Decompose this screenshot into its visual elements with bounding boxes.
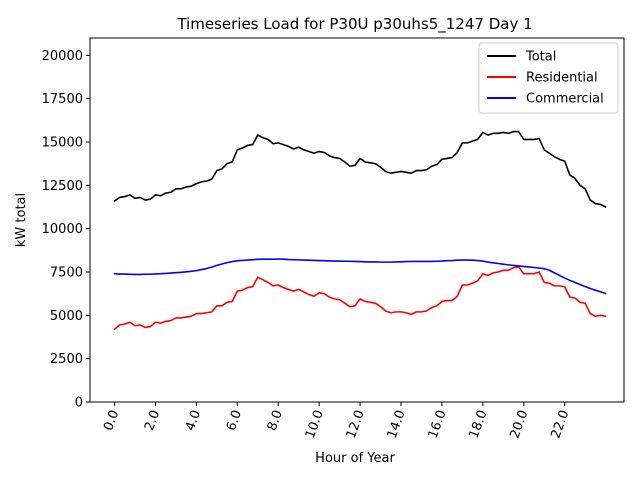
x-tick-label: 22.0 bbox=[548, 408, 572, 440]
x-tick-label: 0.0 bbox=[101, 408, 122, 433]
x-tick-label: 2.0 bbox=[142, 408, 163, 433]
series-lines bbox=[113, 130, 607, 331]
y-tick-label: 7500 bbox=[50, 266, 83, 281]
x-tick-label: 6.0 bbox=[224, 408, 245, 433]
y-axis-title: kW total bbox=[14, 193, 29, 247]
legend: Total Residential Commercial bbox=[478, 42, 619, 114]
x-tick-label: 4.0 bbox=[183, 408, 204, 433]
series-line-total bbox=[113, 130, 607, 208]
legend-frame bbox=[478, 42, 619, 114]
y-tick-label: 20000 bbox=[42, 49, 83, 64]
x-tick-label: 16.0 bbox=[426, 408, 450, 440]
series-line-residential bbox=[113, 265, 607, 331]
x-tick-label: 10.0 bbox=[303, 408, 327, 440]
y-tick-label: 5000 bbox=[50, 309, 83, 324]
x-tick-label: 20.0 bbox=[508, 408, 532, 440]
y-tick-label: 15000 bbox=[42, 136, 83, 151]
y-tick-label: 2500 bbox=[50, 352, 83, 367]
x-tick-label: 8.0 bbox=[265, 408, 286, 433]
plot-area bbox=[89, 37, 625, 403]
legend-label-commercial: Commercial bbox=[526, 92, 604, 107]
legend-label-total: Total bbox=[525, 50, 556, 65]
x-axis-title: Hour of Year bbox=[315, 451, 395, 466]
y-axis: 0 2500 5000 7500 10000 12500 15000 17500 20000 bbox=[42, 49, 90, 411]
y-tick-label: 0 bbox=[75, 396, 83, 411]
y-tick-label: 10000 bbox=[42, 222, 83, 237]
x-axis: 0.0 2.0 4.0 6.0 8.0 10.0 12.0 14.0 16.0 18.0 20.0 2… bbox=[101, 402, 572, 441]
chart-title: Timeseries Load for P30U p30uhs5_1247 Da… bbox=[176, 15, 532, 34]
x-tick-label: 12.0 bbox=[344, 408, 368, 440]
y-tick-label: 12500 bbox=[42, 179, 83, 194]
y-tick-label: 17500 bbox=[42, 92, 83, 107]
x-tick-label: 14.0 bbox=[385, 408, 409, 440]
x-tick-label: 18.0 bbox=[467, 408, 491, 440]
legend-label-residential: Residential bbox=[526, 71, 598, 86]
series-line-commercial bbox=[113, 258, 607, 295]
